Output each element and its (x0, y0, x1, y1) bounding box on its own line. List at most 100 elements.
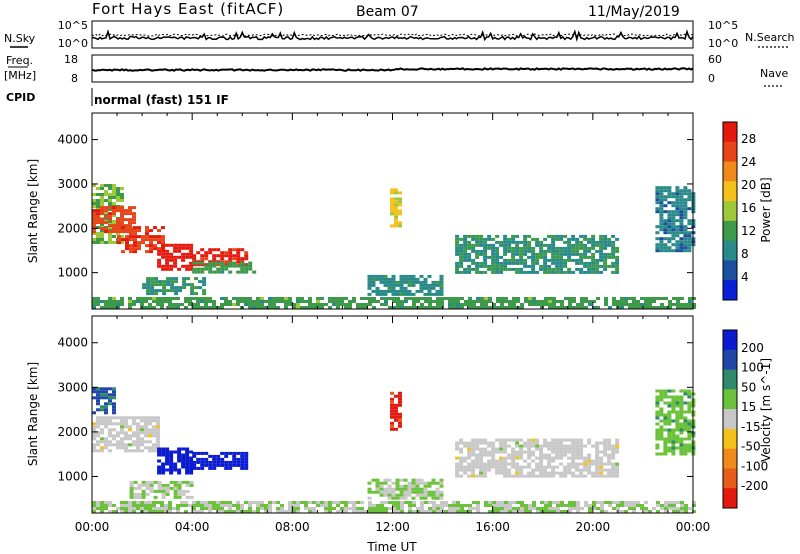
data-cell (436, 504, 440, 507)
data-cell (672, 507, 676, 510)
data-cell (499, 441, 504, 445)
data-cell (463, 234, 468, 238)
data-cell (200, 297, 204, 300)
data-cell (500, 510, 504, 513)
data-cell (236, 457, 241, 461)
data-cell (236, 460, 241, 464)
data-cell (575, 453, 580, 457)
data-cell (463, 270, 468, 274)
data-cell (153, 247, 157, 251)
data-cell (555, 258, 560, 262)
data-cell (395, 493, 400, 497)
data-cell (133, 480, 138, 484)
data-cell (679, 216, 684, 220)
data-cell (492, 510, 496, 513)
data-cell (168, 297, 172, 300)
data-cell (133, 247, 137, 251)
data-cell (407, 289, 412, 293)
data-cell (563, 468, 568, 472)
data-cell (100, 507, 104, 510)
data-cell (200, 504, 204, 507)
data-cell (360, 501, 364, 504)
data-cell (563, 264, 568, 268)
data-cell (519, 252, 524, 256)
data-cell (165, 459, 170, 463)
data-cell (596, 306, 600, 309)
data-cell (372, 297, 376, 300)
data-cell (332, 303, 336, 306)
data-cell (527, 450, 532, 454)
data-cell (539, 267, 544, 271)
data-cell (220, 303, 224, 306)
data-cell (144, 300, 148, 303)
data-cell (664, 297, 668, 300)
data-cell (571, 450, 576, 454)
data-cell (161, 235, 165, 239)
colorbar-swatch (723, 409, 737, 430)
data-cell (511, 267, 516, 271)
data-cell (148, 416, 152, 420)
data-cell (220, 457, 225, 461)
data-cell (387, 283, 392, 287)
data-cell (683, 186, 688, 190)
data-cell (667, 240, 672, 244)
data-cell (104, 504, 108, 507)
data-cell (104, 416, 108, 420)
data-cell (555, 438, 560, 442)
data-cell (364, 303, 368, 306)
data-cell (196, 251, 201, 255)
data-cell (100, 390, 104, 394)
data-cell (236, 251, 241, 255)
data-cell (671, 219, 676, 223)
data-cell (455, 249, 460, 253)
data-cell (675, 428, 680, 432)
data-cell (515, 450, 520, 454)
data-cell (539, 447, 544, 451)
data-cell (436, 510, 440, 513)
data-cell (464, 510, 468, 513)
data-cell (96, 232, 100, 235)
data-cell (499, 255, 504, 259)
data-cell (632, 303, 636, 306)
data-cell (663, 222, 668, 226)
data-cell (595, 450, 600, 454)
data-cell (391, 280, 396, 284)
data-cell (475, 459, 480, 463)
data-cell (555, 264, 560, 268)
data-cell (160, 504, 164, 507)
colorbar-tick-label: 12 (741, 224, 756, 238)
data-cell (495, 459, 500, 463)
data-cell (108, 501, 112, 504)
data-cell (528, 297, 532, 300)
data-cell (375, 478, 380, 482)
data-cell (428, 507, 432, 510)
data-cell (128, 306, 132, 309)
data-cell (208, 248, 213, 252)
data-cell (224, 466, 229, 470)
data-cell (196, 263, 201, 267)
data-cell (620, 297, 624, 300)
data-cell (687, 240, 692, 244)
data-cell (595, 270, 600, 274)
data-cell (132, 206, 136, 210)
colorbar-tick-label: 8 (741, 247, 749, 261)
data-cell (146, 286, 151, 290)
data-cell (144, 306, 148, 309)
data-cell (659, 213, 664, 217)
data-cell (679, 249, 684, 253)
data-cell (475, 453, 480, 457)
data-cell (655, 186, 660, 190)
data-cell (455, 252, 460, 256)
data-cell (140, 419, 144, 423)
data-cell (276, 300, 280, 303)
data-cell (400, 306, 404, 309)
data-cell (232, 504, 236, 507)
data-cell (169, 264, 174, 268)
data-cell (112, 396, 116, 400)
data-cell (511, 456, 516, 460)
data-cell (675, 210, 680, 214)
data-cell (152, 510, 156, 513)
data-cell (575, 246, 580, 250)
data-cell (551, 447, 556, 451)
data-cell (455, 468, 460, 472)
